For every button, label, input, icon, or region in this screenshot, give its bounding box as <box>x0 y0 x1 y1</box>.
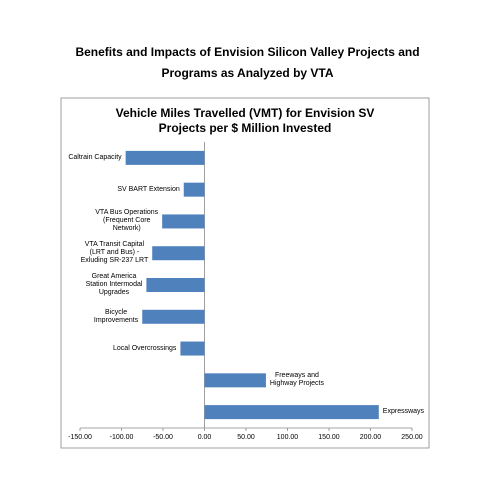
bar <box>146 278 205 292</box>
x-tick-label: 150.00 <box>318 434 340 441</box>
category-label: VTA Bus Operations (Frequent Core Networ… <box>95 209 159 233</box>
x-tick-label: 100.00 <box>277 434 299 441</box>
category-label: VTA Transit Capital (LRT and Bus) - Exlu… <box>80 241 149 265</box>
x-tick-label: -100.00 <box>110 434 134 441</box>
chart-title: Vehicle Miles Travelled (VMT) for Envisi… <box>115 106 375 135</box>
category-label: Local Overcrossings <box>113 344 177 352</box>
x-tick-label: 250.00 <box>401 434 423 441</box>
category-label: Freeways and Highway Projects <box>269 372 324 388</box>
bar <box>180 341 205 356</box>
bar <box>204 373 266 388</box>
x-tick-label: -50.00 <box>153 434 173 441</box>
bar <box>152 246 205 261</box>
category-label: Bicycle Improvements <box>93 308 139 324</box>
category-label: Great America Station Intermodal Upgrade… <box>85 273 143 296</box>
bar <box>142 309 205 324</box>
category-label: Expressways <box>382 408 425 416</box>
x-tick-label: 50.00 <box>237 434 255 441</box>
chart-frame <box>60 97 430 449</box>
bar <box>204 405 379 420</box>
bar <box>162 214 205 229</box>
x-tick-label: 0.00 <box>198 434 212 441</box>
page-title: Benefits and Impacts of Envision Silicon… <box>75 45 420 80</box>
x-tick-label: -150.00 <box>68 434 92 441</box>
category-label: SV BART Extension <box>117 185 180 193</box>
bar <box>125 150 205 165</box>
bar <box>183 182 205 197</box>
category-label: Caltrain Capacity <box>68 153 122 161</box>
x-tick-label: 200.00 <box>360 434 382 441</box>
